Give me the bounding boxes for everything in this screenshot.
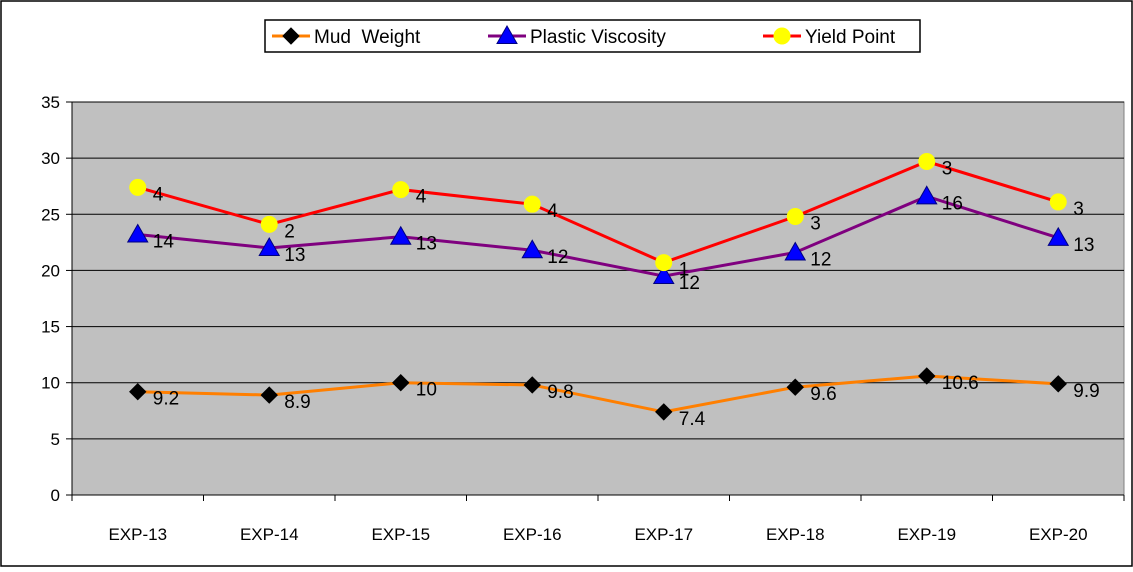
- series-layer: 9.2 8.910 9.87.49.610.6 9.91413131212121613…: [126, 153, 1100, 430]
- data-label: 8.9: [284, 392, 310, 413]
- data-point: [655, 254, 673, 272]
- data-point: [260, 386, 278, 404]
- data-point: [784, 241, 807, 261]
- y-tick-label: 25: [41, 205, 60, 224]
- legend-entry: Yield Point: [763, 27, 896, 48]
- series-diamond: 9.2 8.9 10 9.8 7.4 9.6 10.6 9.9: [129, 367, 1100, 430]
- data-point: [652, 265, 675, 285]
- series-line: [137, 374, 1059, 414]
- data-label: 2: [284, 221, 295, 242]
- data-label: 9.9: [1073, 381, 1099, 402]
- data-point: [655, 403, 673, 421]
- data-point: [1049, 375, 1067, 393]
- y-tick-label: 0: [51, 486, 60, 505]
- legend-marker: [282, 27, 300, 45]
- data-label: 4: [416, 187, 427, 208]
- series-line: [137, 159, 1059, 265]
- x-tick-label: EXP-14: [240, 525, 299, 544]
- data-label: 12: [547, 247, 568, 268]
- legend-marker: [773, 27, 791, 45]
- data-label: 9.8: [547, 382, 573, 403]
- data-point: [129, 382, 147, 401]
- data-label: 10: [416, 380, 437, 401]
- data-label: 3: [942, 159, 953, 180]
- data-point: [918, 153, 936, 171]
- legend-entry: Mud Weight: [272, 27, 421, 48]
- data-label: 13: [284, 245, 305, 266]
- data-point: [786, 378, 804, 396]
- data-label: 7.4: [679, 409, 706, 430]
- gridlines: [72, 101, 1124, 440]
- data-point: [258, 236, 281, 256]
- x-tick-label: EXP-18: [766, 525, 825, 544]
- data-label: 9.6: [810, 384, 836, 405]
- y-tick-label: 35: [41, 93, 60, 112]
- legend-box: [264, 19, 921, 53]
- y-tick-label: 10: [41, 374, 60, 393]
- data-point: [915, 185, 938, 205]
- data-point: [260, 215, 278, 233]
- plot-area: [71, 101, 1125, 496]
- y-tick-label: 20: [41, 261, 60, 280]
- legend: Mud Weight Plastic Viscosity Yield Point: [264, 19, 921, 53]
- data-label: 9.2: [153, 389, 179, 410]
- data-point: [786, 208, 804, 226]
- data-point: [392, 374, 410, 392]
- series-line: [137, 194, 1059, 278]
- data-point: [1047, 226, 1070, 246]
- x-tick-label: EXP-13: [108, 525, 167, 544]
- legend-entry: Plastic Viscosity: [488, 24, 666, 48]
- data-label: 16: [942, 193, 963, 214]
- data-label: 3: [1073, 199, 1084, 220]
- data-label: 3: [810, 214, 821, 235]
- data-point: [521, 239, 544, 259]
- axes: 0 5 10 15 20 25 30 35 EXP-13 EXP-14 EXP-15 EXP-16 EX…: [41, 93, 1125, 544]
- data-label: 12: [679, 273, 700, 294]
- y-tick-label: 30: [41, 149, 60, 168]
- x-tick-label: EXP-20: [1029, 525, 1088, 544]
- legend-marker: [496, 24, 518, 44]
- legend-label: Yield Point: [805, 27, 896, 48]
- y-tick-label: 15: [41, 318, 60, 337]
- data-label: 1: [679, 260, 690, 281]
- data-label: 4: [547, 201, 558, 222]
- legend-label: Plastic Viscosity: [530, 27, 666, 48]
- x-tick-label: EXP-19: [897, 525, 956, 544]
- data-label: 12: [810, 249, 831, 270]
- data-label: 4: [153, 184, 164, 205]
- data-label: 13: [1073, 235, 1094, 256]
- data-label: 14: [153, 231, 175, 252]
- data-point: [126, 223, 149, 243]
- data-point: [523, 195, 541, 213]
- legend-label: Mud Weight: [314, 27, 421, 48]
- data-point: [129, 178, 147, 196]
- data-point: [392, 181, 410, 199]
- x-tick-label: EXP-15: [371, 525, 430, 544]
- data-point: [918, 367, 936, 385]
- x-tick-label: EXP-16: [503, 525, 562, 544]
- y-tick-label: 5: [51, 430, 60, 449]
- data-label: 13: [416, 234, 437, 255]
- data-point: [389, 225, 412, 245]
- x-tick-label: EXP-17: [634, 525, 693, 544]
- data-point: [523, 376, 541, 394]
- data-point: [1049, 193, 1067, 211]
- data-label: 10.6: [942, 373, 979, 394]
